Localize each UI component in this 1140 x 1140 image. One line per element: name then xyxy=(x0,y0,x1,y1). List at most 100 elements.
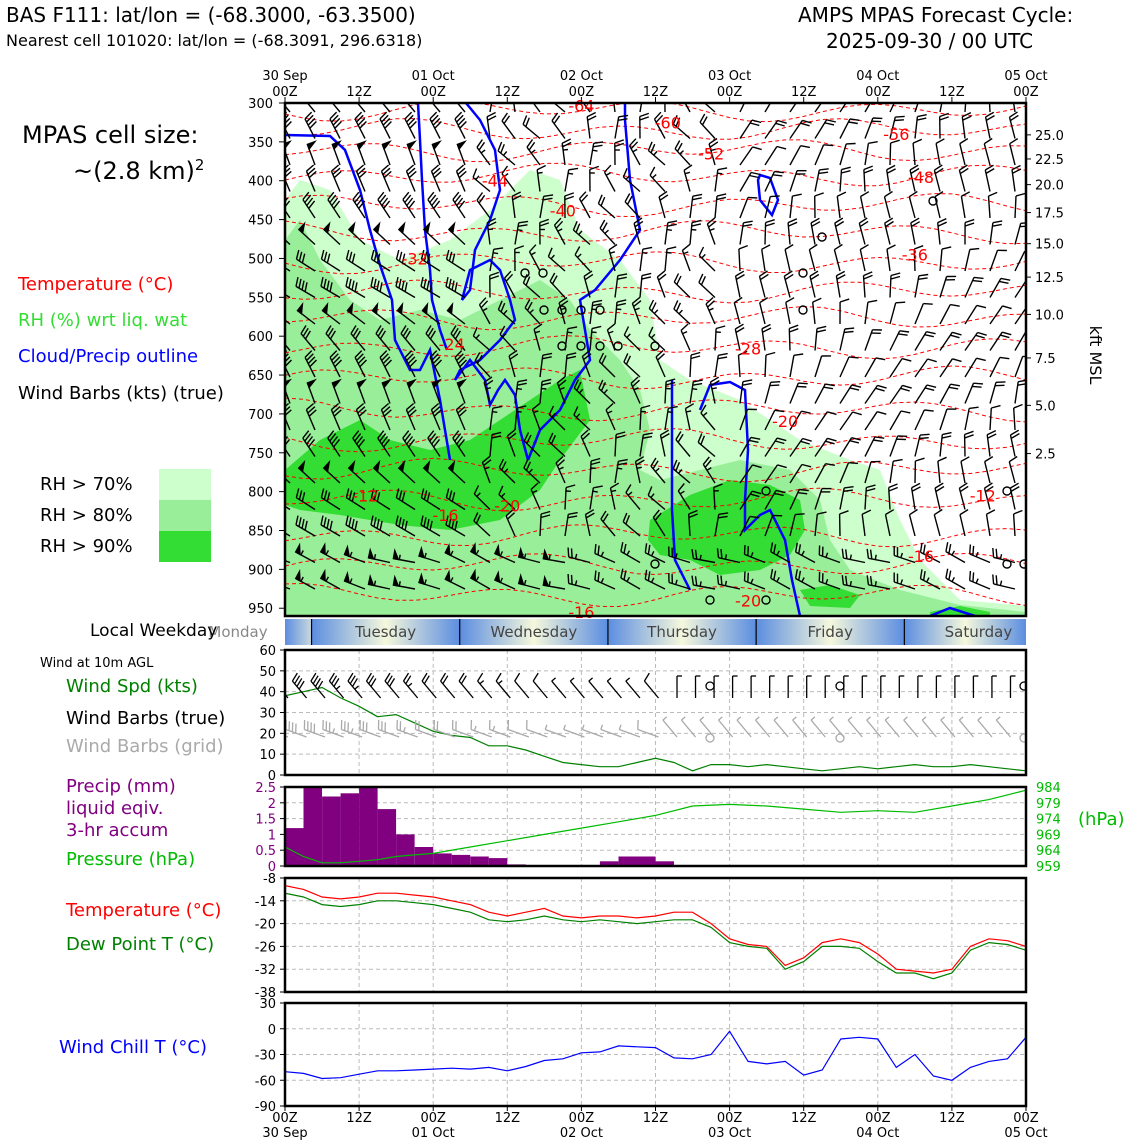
wind-barb-feather xyxy=(886,168,896,174)
wind-barb-feather xyxy=(347,672,354,682)
wind-barb-feather xyxy=(323,490,328,500)
top-hour-label: 12Z xyxy=(495,85,521,100)
wind-barb-half xyxy=(750,578,754,584)
wind-barb-feather xyxy=(329,111,338,120)
wind-barb-feather xyxy=(354,194,362,203)
wind-barb-staff xyxy=(914,384,928,404)
wind-barb-feather xyxy=(274,279,276,288)
kft-tick-label: 7.5 xyxy=(1035,352,1056,367)
wind-barb-feather xyxy=(934,167,944,175)
wind-barb-staff xyxy=(893,581,916,590)
wind-barb-feather xyxy=(977,331,987,336)
wind-barb-feather xyxy=(752,146,762,151)
wind-barb-staff xyxy=(960,461,966,484)
wind-barb-feather xyxy=(431,197,439,206)
wind-barb-staff xyxy=(285,209,291,219)
wind-barb-feather xyxy=(271,277,273,286)
wind-barb-feather xyxy=(843,330,854,334)
wind-barb-feather xyxy=(323,517,327,527)
wind-barb-feather xyxy=(420,488,425,498)
wind-barb-staff xyxy=(455,409,466,431)
wind-barb-feather xyxy=(425,325,432,334)
wind-barb-feather xyxy=(493,247,504,250)
wind-barb-feather xyxy=(345,249,350,260)
wind-barb-feather xyxy=(329,350,338,358)
wind-barb-feather xyxy=(874,436,885,439)
wind-barb-feather xyxy=(660,429,670,436)
wind-barb-staff xyxy=(739,172,752,192)
y-tick-label: -30 xyxy=(255,1049,276,1064)
wind-barb-feather xyxy=(548,432,554,442)
wind-barb-half xyxy=(625,175,630,180)
wind-barb-half xyxy=(530,251,536,256)
cloud-outline-layer xyxy=(285,103,976,616)
wind-barb-feather xyxy=(680,86,686,93)
wind-barb-feather xyxy=(716,548,720,558)
pressure-tick-label: 900 xyxy=(248,563,273,578)
wind-barb-feather xyxy=(457,117,466,126)
wind-barb-feather xyxy=(408,438,416,448)
wind-barb-staff xyxy=(506,435,516,457)
wind-barb-half xyxy=(529,309,534,314)
wind-barb-staff xyxy=(909,169,916,192)
wind-barb-staff xyxy=(614,275,619,298)
top-hour-label: 12Z xyxy=(346,85,372,100)
wind-barb-feather xyxy=(589,165,600,171)
wind-barb-feather xyxy=(701,116,708,126)
wind-barb-feather xyxy=(592,144,603,148)
y-tick-label: 1.5 xyxy=(255,813,276,828)
wind-barb-feather xyxy=(406,114,414,123)
wind-barb-flag xyxy=(517,546,525,560)
pressure-tick-label: 964 xyxy=(1036,844,1061,859)
precip-bar xyxy=(414,847,434,866)
wind-barb-feather xyxy=(285,438,291,447)
wind-barb-staff xyxy=(624,201,641,219)
wind-barb-feather xyxy=(743,571,746,581)
wind-barb-feather xyxy=(639,116,650,121)
wind-barb-feather xyxy=(969,406,979,410)
wind-barb-feather xyxy=(759,297,769,304)
wind-barb-flag xyxy=(446,301,454,316)
wind-barb-feather xyxy=(959,167,969,175)
wind-barb-staff xyxy=(1012,513,1016,537)
wind-barb-feather xyxy=(331,436,339,445)
wind-barb-feather xyxy=(357,406,366,414)
wind-barb-feather xyxy=(551,112,559,122)
wind-barb-feather xyxy=(373,490,378,500)
wind-barb-feather xyxy=(735,270,745,277)
wind-barb-feather xyxy=(797,492,808,495)
bottom-hour-label: 00Z xyxy=(569,1111,595,1126)
wind-barb-feather xyxy=(433,438,441,448)
wind-barb-feather xyxy=(869,576,873,586)
wind-barb-flag xyxy=(343,544,351,558)
wind-barb-half xyxy=(709,228,715,232)
wind-barb-feather xyxy=(826,119,836,123)
wind-barb-staff xyxy=(425,333,441,351)
wind-barb-feather xyxy=(503,270,512,279)
wind-barb-half xyxy=(652,173,657,179)
wind-barb-feather xyxy=(952,331,962,336)
wind-barb-half xyxy=(635,228,641,231)
wind-barb-feather xyxy=(885,509,895,516)
wind-barb-staff xyxy=(839,437,853,457)
wind-barb-staff xyxy=(688,513,691,537)
temperature-contour-label: -40 xyxy=(550,201,576,220)
wind-barb-feather xyxy=(890,139,900,144)
calm-wind-marker xyxy=(798,268,808,278)
wind-barb-feather xyxy=(939,112,949,118)
wind-barb-feather xyxy=(844,327,855,330)
wind-barb-feather xyxy=(959,482,968,489)
wind-barb-feather xyxy=(328,672,335,682)
wind-barb-feather xyxy=(373,278,377,289)
pressure-line xyxy=(285,789,1026,864)
wind-barb-feather xyxy=(323,278,327,289)
wind-barb-feather xyxy=(354,282,358,292)
wind-barb-staff xyxy=(285,238,291,246)
wind-barb-staff xyxy=(983,143,991,166)
wind-barb-feather xyxy=(743,220,753,224)
isotherm-line xyxy=(285,397,1026,423)
y-tick-label: -8 xyxy=(263,872,276,887)
pressure-tick-label: 979 xyxy=(1036,797,1061,812)
wind-barb-feather xyxy=(359,121,367,129)
wind-barb-feather xyxy=(989,87,998,90)
